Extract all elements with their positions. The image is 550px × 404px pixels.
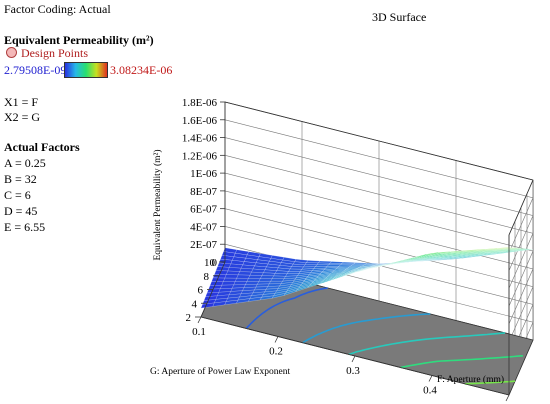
actual-factor-row: B = 32	[4, 172, 37, 186]
colorbar-max-label: 3.08234E-06	[110, 63, 173, 77]
y-tick-label: 4	[192, 298, 198, 310]
contour-line	[245, 287, 328, 330]
surface-patch	[328, 263, 343, 265]
actual-factor-row: C = 6	[4, 188, 31, 202]
surface-patch	[237, 271, 252, 276]
y-axis-label: G: Aperture of Power Law Exponent	[150, 366, 290, 377]
contour-line	[400, 355, 523, 369]
surface-patch	[234, 278, 249, 282]
surface-patch	[270, 278, 285, 282]
surface-patch	[236, 274, 251, 279]
surface-patch	[316, 262, 331, 265]
surface-patch	[249, 271, 264, 276]
axis-labels: Equivalent Permeability (m²) F: Aperture …	[150, 149, 504, 385]
actual-factors-title: Actual Factors	[4, 140, 80, 154]
actual-factor-row: E = 6.55	[4, 220, 46, 234]
axis-ticks: 0 2E-07 4E-07 6E-07 8E-07 1E-06 1.2E-06 1.4E-06…	[182, 97, 510, 402]
x1-factor-line: X1 = F	[4, 95, 39, 109]
z-tick-label: 0	[212, 257, 218, 269]
z-tick-label: 8E-07	[190, 186, 217, 198]
contour-line	[302, 313, 431, 344]
design-points-legend[interactable]: Design Points	[6, 46, 88, 61]
z-tick-label: 1.6E-06	[182, 115, 218, 127]
y-tick-label: 2	[186, 312, 192, 324]
factor-coding-label: Factor Coding: Actual	[4, 2, 111, 16]
surface-patch	[221, 281, 236, 286]
plot-title: 3D Surface	[372, 10, 427, 24]
surface-patch	[304, 262, 319, 265]
surface-patch	[340, 263, 355, 265]
x-tick-label: 0.1	[192, 326, 206, 338]
colorbar-min-label: 2.79508E-09	[4, 63, 67, 77]
actual-factor-row: D = 45	[4, 204, 38, 218]
y-tick-label: 6	[198, 285, 204, 297]
z-axis-label: Equivalent Permeability (m²)	[152, 149, 163, 260]
surface-patch	[246, 278, 261, 282]
response-surface	[200, 247, 534, 309]
actual-factor-row: A = 0.25	[4, 156, 46, 170]
surface-patch	[224, 274, 239, 279]
surface-patch	[223, 277, 237, 282]
z-tick-label: 1E-06	[190, 168, 217, 180]
z-tick-label: 4E-07	[190, 221, 217, 233]
y-tick-label: 8	[204, 271, 210, 283]
y-tick-label: 10	[204, 257, 216, 269]
x-tick-label: 0.4	[423, 385, 437, 397]
z-tick-label: 6E-07	[190, 204, 217, 216]
contour-line	[348, 332, 506, 356]
x-tick-label: 0.2	[269, 346, 283, 358]
surface-patch	[258, 278, 273, 282]
surface-patch	[289, 266, 304, 270]
x2-factor-line: X2 = G	[4, 110, 41, 124]
surface-patch	[271, 275, 286, 279]
surface-patch	[209, 281, 224, 286]
contour-line	[464, 380, 516, 385]
response-title: Equivalent Permeability (m²)	[4, 33, 154, 47]
x-tick-label: 0.3	[346, 365, 360, 377]
z-tick-label: 1.4E-06	[182, 133, 218, 145]
z-tick-label: 1.2E-06	[182, 150, 218, 162]
surface-patch	[260, 275, 274, 279]
surface-patch	[248, 275, 263, 279]
z-tick-label: 2E-07	[190, 239, 217, 251]
colorbar	[64, 62, 108, 78]
z-tick-label: 1.8E-06	[182, 97, 218, 109]
surface-patch	[227, 267, 242, 272]
x-axis-label: F: Aperture (mm)	[437, 374, 504, 385]
surface-patch	[245, 281, 260, 285]
surface-patch	[261, 272, 276, 277]
design-points-label: Design Points	[21, 46, 89, 60]
design-point-marker-icon	[6, 47, 17, 58]
surface-patch	[226, 270, 240, 276]
surface-patch	[288, 268, 303, 272]
